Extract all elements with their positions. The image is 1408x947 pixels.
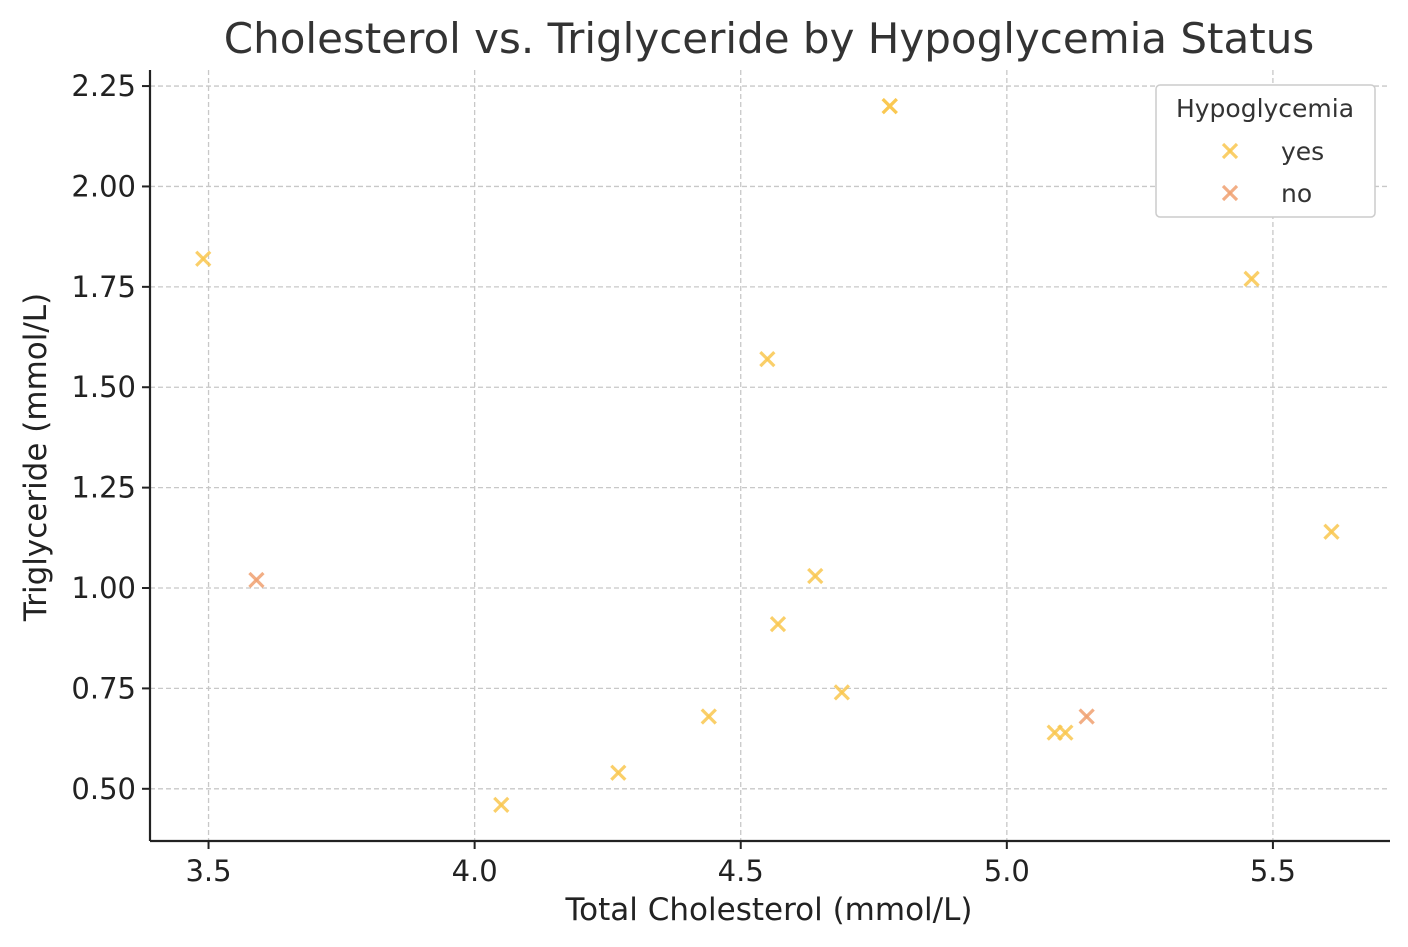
legend-marker-yes — [1221, 142, 1239, 160]
data-points — [195, 98, 1340, 813]
legend-marker-no — [1221, 184, 1239, 202]
data-point-yes — [1057, 724, 1074, 741]
ticks: 3.5 4.0 4.5 5.0 5.5 0.50 0.75 1.00 1.25 1.50 1.75 2… — [71, 69, 1296, 888]
data-point-yes — [700, 708, 717, 725]
y-tick-label: 2.25 — [71, 69, 136, 103]
y-tick-label: 1.75 — [71, 270, 136, 304]
data-point-no — [248, 571, 265, 589]
legend-title: Hypoglycemia — [1176, 94, 1354, 123]
x-tick-label: 4.0 — [452, 854, 498, 888]
y-tick-label: 1.50 — [71, 370, 136, 404]
legend-label-no: no — [1281, 179, 1312, 208]
chart-title: Cholesterol vs. Triglyceride by Hypoglyc… — [224, 14, 1314, 63]
data-point-yes — [833, 684, 850, 701]
data-point-yes — [759, 350, 776, 368]
data-point-yes — [1323, 523, 1340, 540]
axes — [148, 70, 1390, 843]
legend: Hypoglycemia yes no — [1155, 84, 1376, 218]
y-axis-label: Triglyceride (mmol/L) — [18, 293, 54, 622]
x-tick-label: 5.0 — [984, 854, 1030, 888]
x-tick-label: 5.5 — [1250, 854, 1296, 888]
data-point-yes — [881, 98, 898, 115]
y-tick-label: 0.50 — [71, 772, 136, 806]
data-point-yes — [195, 250, 212, 267]
data-point-yes — [610, 764, 627, 781]
data-point-no — [1078, 708, 1095, 725]
x-axis-label: Total Cholesterol (mmol/L) — [565, 892, 973, 928]
legend-label-yes: yes — [1281, 137, 1324, 166]
x-tick-label: 3.5 — [185, 854, 231, 888]
data-point-yes — [493, 796, 510, 813]
y-tick-label: 1.00 — [71, 571, 136, 605]
legend-box — [1155, 84, 1376, 218]
data-point-yes — [807, 567, 824, 585]
x-tick-label: 4.5 — [718, 854, 764, 888]
data-point-yes — [769, 616, 787, 633]
y-tick-label: 2.00 — [71, 169, 136, 203]
legend-items: yes no — [1221, 137, 1324, 208]
y-tick-label: 1.25 — [71, 471, 136, 505]
y-tick-label: 0.75 — [71, 671, 136, 705]
data-point-yes — [1243, 270, 1260, 287]
